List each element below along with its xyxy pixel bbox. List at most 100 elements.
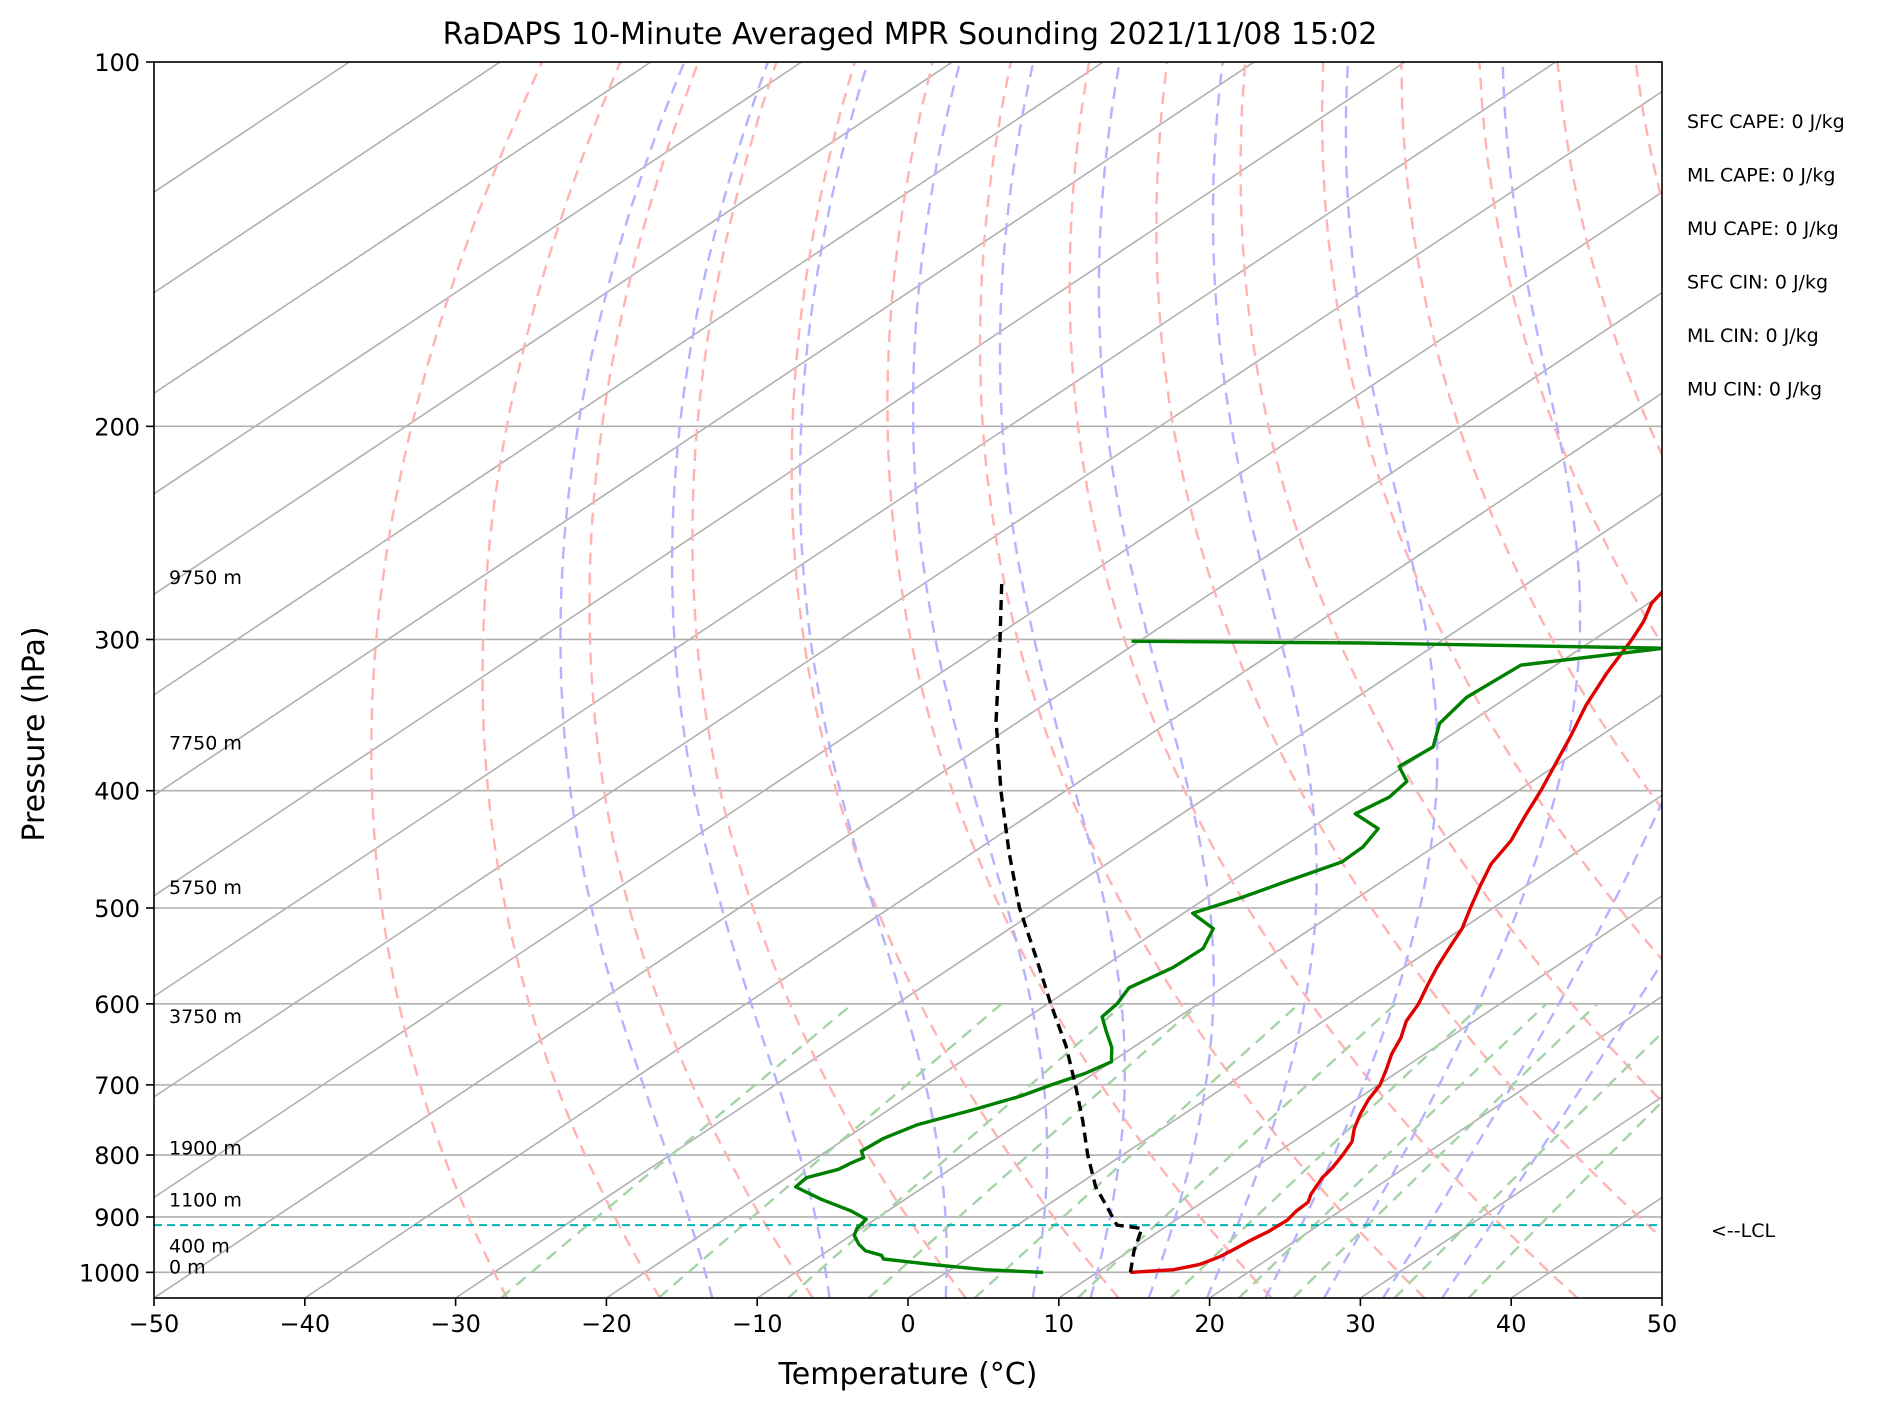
mixing-ratio-line [787, 1002, 1125, 1298]
x-tick-label: −20 [581, 1310, 632, 1338]
parameter-text: MU CAPE: 0 J/kg [1687, 218, 1839, 240]
isotherm-line [455, 492, 1662, 1298]
dry-adiabat-line [1155, 62, 1662, 1240]
mixing-ratio-line [500, 1002, 854, 1298]
moist-adiabat-line [911, 62, 1049, 1298]
moist-adiabat-line [1097, 62, 1216, 1298]
y-tick-label: 300 [94, 626, 140, 654]
mixing-ratio-line [1169, 1002, 1484, 1298]
y-axis: 100 200 300 400 500 600 700 800 900 1000 [79, 49, 154, 1287]
y-tick-label: 1000 [79, 1259, 140, 1287]
isotherm-line [154, 62, 803, 495]
dry-adiabat-line [1068, 62, 1579, 1298]
parameter-text: SFC CAPE: 0 J/kg [1687, 111, 1845, 133]
isotherm-line [1209, 995, 1662, 1298]
mixing-ratio-line [867, 1002, 1201, 1298]
x-tick-label: 30 [1345, 1310, 1376, 1338]
mixing-ratio-line [973, 1002, 1300, 1298]
moist-adiabat-line [1264, 62, 1439, 1298]
isotherm-line [1058, 894, 1662, 1298]
isotherm-line [154, 62, 501, 294]
height-label: 1100 m [169, 1189, 242, 1211]
dry-adiabat-line [1556, 62, 1662, 458]
x-tick-label: −50 [129, 1310, 180, 1338]
x-tick-label: 10 [1044, 1310, 1075, 1338]
mixing-ratio-line [1292, 1002, 1599, 1298]
x-tick-label: 50 [1647, 1310, 1678, 1338]
isotherm-line [154, 62, 953, 596]
y-axis-label: Pressure (hPa) [17, 626, 52, 841]
moist-adiabat-line [1381, 799, 1662, 1298]
isotherm-line [154, 291, 1662, 1298]
isotherm-line [907, 794, 1662, 1298]
dry-adiabat-line [978, 62, 1426, 1298]
dry-adiabat-line [1870, 62, 1882, 1298]
y-tick-label: 800 [94, 1142, 140, 1170]
isotherm-line [154, 62, 1104, 696]
y-tick-label: 200 [94, 413, 140, 441]
moist-adiabat-line [1323, 62, 1582, 1298]
dry-adiabat-line [1400, 62, 1662, 811]
parameters-panel: SFC CAPE: 0 J/kg ML CAPE: 0 J/kg MU CAPE: … [1687, 111, 1845, 401]
moist-adiabat-line [559, 62, 714, 1298]
x-axis-label: Temperature (°C) [778, 1357, 1038, 1392]
dry-adiabat-line [1478, 62, 1662, 647]
height-label: 1900 m [169, 1137, 242, 1159]
y-tick-label: 500 [94, 895, 140, 923]
parameter-text: MU CIN: 0 J/kg [1687, 379, 1822, 401]
parameter-text: SFC CIN: 0 J/kg [1687, 272, 1828, 294]
y-tick-label: 400 [94, 778, 140, 806]
isotherm-line [1359, 1095, 1662, 1298]
isotherm-line [154, 62, 350, 194]
isotherm-line [756, 693, 1662, 1298]
parameter-text: ML CAPE: 0 J/kg [1687, 165, 1835, 187]
dry-adiabat-line [1239, 62, 1662, 1104]
dry-adiabat-line [481, 62, 662, 1298]
isotherm-line [154, 62, 1557, 998]
y-tick-label: 600 [94, 991, 140, 1019]
height-label: 3750 m [169, 1006, 242, 1028]
dry-adiabat-line [370, 62, 544, 1298]
parcel-profile [994, 584, 1144, 1273]
moist-adiabat-line [998, 62, 1126, 1298]
height-label: 400 m [169, 1236, 230, 1258]
dry-adiabat-line [790, 62, 1120, 1298]
dry-adiabat-line [1792, 62, 1882, 1298]
dry-adiabat-line [886, 62, 1273, 1298]
x-tick-label: 40 [1496, 1310, 1527, 1338]
isotherm-line [1510, 1196, 1662, 1298]
isotherm-line [1661, 1297, 1662, 1298]
isotherm-line [154, 191, 1662, 1199]
lcl-label: <--LCL [1711, 1220, 1775, 1242]
moist-adiabat-line [1441, 960, 1662, 1298]
y-tick-label: 700 [94, 1072, 140, 1100]
height-label: 5750 m [169, 877, 242, 899]
y-tick-label: 100 [94, 49, 140, 77]
dry-adiabat-line [691, 62, 967, 1298]
x-tick-label: 0 [900, 1310, 915, 1338]
moist-adiabat-line [1205, 62, 1318, 1298]
height-label: 0 m [169, 1256, 206, 1278]
mixing-ratio-line [1238, 1002, 1548, 1298]
mixing-ratio-line [1076, 1002, 1397, 1298]
isotherm-line [154, 62, 652, 395]
isotherm-line [154, 62, 1255, 797]
x-tick-label: −40 [279, 1310, 330, 1338]
isotherm-line [154, 62, 1406, 897]
moist-adiabat-line [670, 62, 831, 1298]
plot-area [154, 62, 1882, 1298]
isotherm-line [304, 392, 1662, 1298]
dewpoint-profile [793, 639, 1662, 1275]
temperature-profile [1130, 589, 1662, 1275]
plot-frame [153, 61, 1663, 1299]
dry-adiabat-line [1714, 62, 1882, 1298]
x-tick-label: −30 [430, 1310, 481, 1338]
parameter-text: ML CIN: 0 J/kg [1687, 325, 1819, 347]
chart-title: RaDAPS 10-Minute Averaged MPR Sounding 2… [443, 17, 1378, 52]
isotherm-line [605, 593, 1662, 1298]
dry-adiabat-line [1634, 62, 1662, 206]
moist-adiabat-line [798, 62, 948, 1298]
height-label: 9750 m [169, 567, 242, 589]
mixing-ratio-line [1467, 1100, 1662, 1298]
